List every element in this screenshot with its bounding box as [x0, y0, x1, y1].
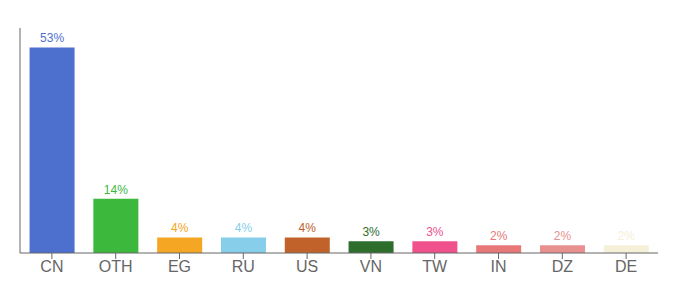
svg-text:DZ: DZ — [552, 258, 574, 275]
svg-text:2%: 2% — [490, 229, 508, 243]
svg-text:4%: 4% — [171, 221, 189, 235]
svg-text:DE: DE — [615, 258, 637, 275]
svg-text:TW: TW — [422, 258, 448, 275]
svg-text:IN: IN — [491, 258, 507, 275]
svg-text:EG: EG — [168, 258, 191, 275]
svg-text:RU: RU — [232, 258, 255, 275]
svg-text:CN: CN — [40, 258, 63, 275]
svg-text:14%: 14% — [104, 183, 128, 197]
svg-text:4%: 4% — [299, 221, 317, 235]
svg-text:3%: 3% — [426, 225, 444, 239]
svg-text:US: US — [296, 258, 318, 275]
svg-text:53%: 53% — [40, 31, 64, 45]
svg-text:2%: 2% — [618, 229, 636, 243]
svg-text:3%: 3% — [362, 225, 380, 239]
svg-text:OTH: OTH — [99, 258, 133, 275]
svg-text:2%: 2% — [554, 229, 572, 243]
svg-text:VN: VN — [360, 258, 382, 275]
svg-text:4%: 4% — [235, 221, 253, 235]
